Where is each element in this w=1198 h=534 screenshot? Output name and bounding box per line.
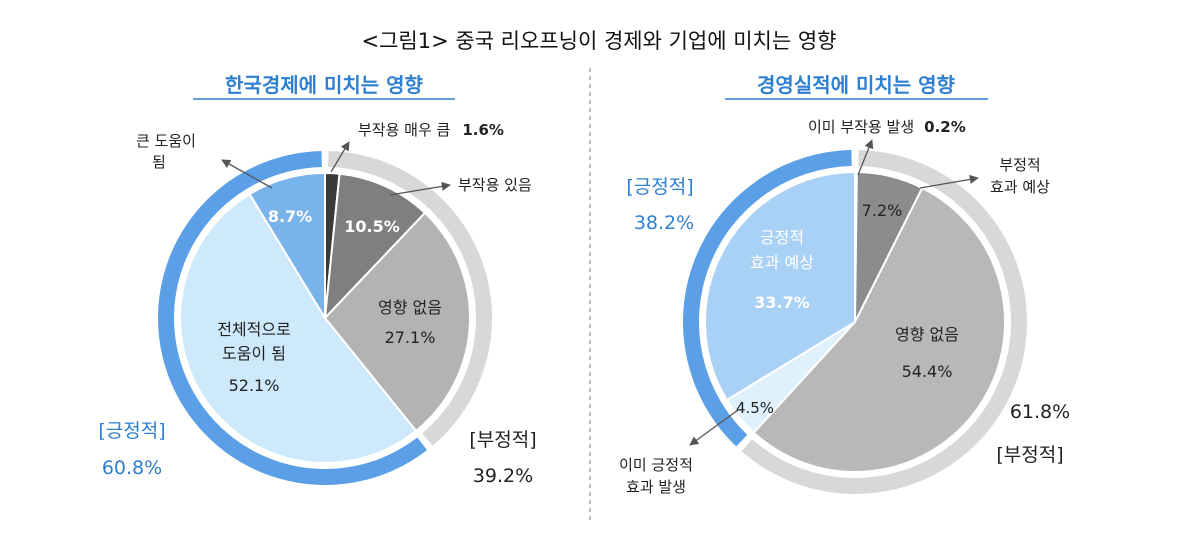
- label-left-4-line2: 됨: [152, 153, 166, 171]
- leader-right-3: [689, 409, 739, 446]
- value-left-3: 52.1%: [229, 376, 280, 395]
- group-right-negative-label: [부정적]: [996, 444, 1063, 466]
- pie-slice-0-4: [248, 171, 326, 322]
- group-ring-1-negative: [741, 150, 1028, 494]
- label-right-4-line2: 효과 예상: [750, 253, 814, 272]
- pie-slice-1-2: [752, 186, 1006, 473]
- value-left-1: 10.5%: [344, 217, 400, 236]
- value-right-2: 54.4%: [902, 362, 953, 381]
- label-right-3-line2: 효과 발생: [626, 478, 686, 496]
- group-ring-0-positive: [158, 151, 428, 485]
- value-right-4: 33.7%: [754, 293, 810, 312]
- value-right-1: 7.2%: [862, 201, 903, 220]
- chart-left: 한국경제에 미치는 영향 부작용 매우 큼 1.6% 부작용 있음 큰 도움이 됨…: [98, 73, 536, 487]
- group-right-positive-value: 38.2%: [634, 212, 694, 234]
- label-right-1-line1: 부정적: [999, 156, 1040, 174]
- figure-title: <그림1> 중국 리오프닝이 경제와 기업에 미치는 영향: [361, 29, 836, 53]
- label-left-3-line2: 도움이 됨: [222, 344, 286, 363]
- group-left-negative-label: [부정적]: [469, 429, 536, 451]
- leader-right-0: [857, 139, 874, 176]
- leader-right-1: [919, 174, 979, 189]
- group-ring-0-negative: [328, 151, 493, 446]
- label-left-0: 부작용 매우 큼 1.6%: [358, 121, 504, 139]
- label-left-1: 부작용 있음: [458, 176, 532, 194]
- label-right-4-line1: 긍정적: [760, 228, 804, 247]
- label-left-4-line1: 큰 도움이: [136, 132, 196, 150]
- pie-slice-0-1: [323, 172, 427, 321]
- leader-left-4: [221, 159, 273, 189]
- leader-left-1: [389, 181, 451, 196]
- pie-slice-1-4: [704, 170, 856, 402]
- value-left-4: 8.7%: [268, 207, 312, 226]
- label-left-2: 영향 없음: [378, 298, 442, 317]
- value-right-3: 4.5%: [736, 399, 774, 417]
- group-right-negative-value: 61.8%: [1010, 401, 1070, 423]
- group-left-positive-label: [긍정적]: [98, 420, 165, 442]
- group-left-positive-value: 60.8%: [102, 457, 162, 479]
- group-ring-1-positive: [682, 150, 852, 447]
- chart-left-title: 한국경제에 미치는 영향: [225, 73, 424, 97]
- chart-right-title: 경영실적에 미치는 영향: [757, 73, 956, 97]
- leader-left-0: [330, 141, 350, 173]
- group-left-negative-value: 39.2%: [473, 465, 533, 487]
- label-right-2: 영향 없음: [895, 325, 959, 344]
- pie-slice-0-3: [178, 192, 418, 464]
- chart-right: 경영실적에 미치는 영향 이미 부작용 발생 0.2% 부정적 효과 예상 이미 …: [619, 73, 1070, 496]
- label-right-3-line1: 이미 긍정적: [619, 456, 693, 474]
- label-right-1-line2: 효과 예상: [990, 178, 1050, 196]
- label-right-0: 이미 부작용 발생 0.2%: [808, 118, 966, 136]
- group-right-positive-label: [긍정적]: [626, 176, 693, 198]
- pie-slice-0-2: [323, 211, 471, 433]
- label-left-3-line1: 전체적으로: [217, 320, 291, 339]
- value-left-2: 27.1%: [385, 328, 436, 347]
